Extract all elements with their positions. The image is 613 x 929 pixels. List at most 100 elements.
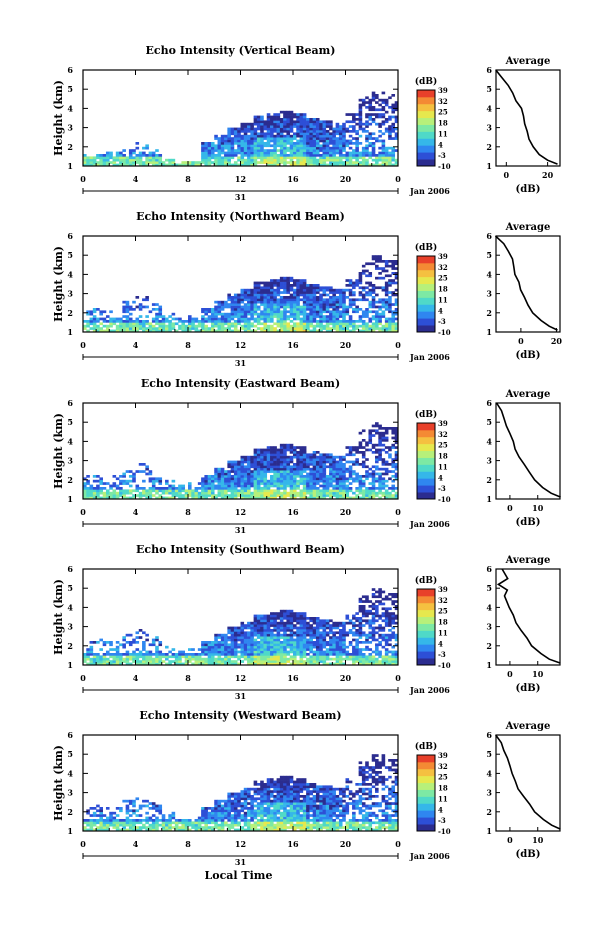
heatmap-cell xyxy=(375,276,379,280)
heatmap-cell xyxy=(217,322,222,326)
colorbar-swatch xyxy=(417,492,435,500)
heatmap-cell xyxy=(338,487,343,490)
heatmap-cell xyxy=(332,296,336,299)
heatmap-cell xyxy=(352,324,356,328)
heatmap-cell xyxy=(391,303,396,306)
heatmap-cell xyxy=(201,641,205,644)
heatmap-cell xyxy=(273,482,277,485)
heatmap-cell xyxy=(381,491,386,495)
heatmap-cell xyxy=(266,617,271,620)
heatmap-cell xyxy=(276,458,281,461)
heatmap-cell xyxy=(391,106,396,109)
heatmap-cell xyxy=(299,446,304,449)
heatmap-cell xyxy=(299,130,304,133)
heatmap-cell xyxy=(102,653,107,656)
heatmap-cell xyxy=(286,621,291,625)
heatmap-cell xyxy=(361,491,366,495)
heatmap-cell xyxy=(220,300,225,304)
heatmap-cell xyxy=(361,453,366,457)
heatmap-cell xyxy=(276,650,281,654)
heatmap-cell xyxy=(388,118,392,121)
heatmap-cell xyxy=(322,156,327,160)
heatmap-cell xyxy=(240,144,245,148)
heatmap-cell xyxy=(338,130,343,133)
heatmap-cell xyxy=(270,470,274,473)
heatmap-cell xyxy=(165,645,169,649)
heatmap-cell xyxy=(358,103,363,107)
heatmap-cell xyxy=(302,317,307,321)
heatmap-cell xyxy=(178,489,182,493)
heatmap-cell xyxy=(263,288,268,292)
heatmap-cell xyxy=(214,653,218,656)
heatmap-cell xyxy=(293,472,297,476)
heatmap-cell xyxy=(217,146,222,150)
heatmap-cell xyxy=(394,108,399,112)
heatmap-cell xyxy=(250,324,254,328)
heatmap-cell xyxy=(338,496,343,500)
heatmap-cell xyxy=(319,458,323,461)
heatmap-cell xyxy=(214,638,218,642)
heatmap-cell xyxy=(335,137,340,140)
heatmap-cell xyxy=(283,491,287,495)
colorbar-swatch xyxy=(417,117,435,125)
heatmap-cell xyxy=(151,479,156,483)
heatmap-cell xyxy=(155,303,159,306)
heatmap-cell xyxy=(227,479,231,483)
x-tick-label: 0 xyxy=(395,340,401,350)
heatmap-cell xyxy=(358,619,363,623)
heatmap-cell xyxy=(381,286,386,290)
heatmap-cell xyxy=(332,142,336,145)
heatmap-cell xyxy=(168,655,172,659)
heatmap-cell xyxy=(279,291,284,294)
heatmap-cell xyxy=(293,489,297,493)
heatmap-cell xyxy=(365,137,369,140)
heatmap-cell xyxy=(138,629,143,632)
heatmap-cell xyxy=(247,460,251,464)
heatmap-cell xyxy=(289,288,294,292)
heatmap-cell xyxy=(247,296,251,299)
heatmap-cell xyxy=(102,496,107,500)
heatmap-cell xyxy=(312,300,317,304)
heatmap-cell xyxy=(119,329,123,333)
heatmap-cell xyxy=(270,451,274,454)
heatmap-cell xyxy=(309,470,313,473)
heatmap-cell xyxy=(299,455,304,459)
heatmap-cell xyxy=(355,643,359,647)
heatmap-cell xyxy=(322,142,327,145)
heatmap-cell xyxy=(158,310,163,314)
heatmap-cell xyxy=(388,308,392,311)
heatmap-cell xyxy=(355,458,359,461)
heatmap-cell xyxy=(286,484,291,488)
heatmap-cell xyxy=(348,305,353,309)
heatmap-cell xyxy=(266,115,271,119)
heatmap-cell xyxy=(174,655,179,659)
heatmap-cell xyxy=(266,484,271,488)
heatmap-cell xyxy=(260,479,264,483)
heatmap-cell xyxy=(329,158,333,162)
heatmap-cell xyxy=(365,458,369,461)
heatmap-cell xyxy=(224,156,228,160)
heatmap-cell xyxy=(201,494,205,497)
heatmap-cell xyxy=(296,327,300,330)
heatmap-cell xyxy=(240,631,245,635)
heatmap-cell xyxy=(165,317,169,321)
heatmap-cell xyxy=(352,448,356,452)
heatmap-cell xyxy=(381,494,386,497)
heatmap-cell xyxy=(243,653,248,656)
heatmap-cell xyxy=(125,327,130,330)
heatmap-cell xyxy=(391,137,396,140)
heatmap-cell xyxy=(233,638,238,642)
heatmap-cell xyxy=(279,137,284,140)
heatmap-cell xyxy=(109,496,113,500)
heatmap-cell xyxy=(220,636,225,639)
heatmap-cell xyxy=(256,614,261,618)
heatmap-cell xyxy=(355,154,359,157)
heatmap-cell xyxy=(345,653,350,656)
heatmap-cell xyxy=(260,296,264,299)
heatmap-cell xyxy=(237,305,241,309)
heatmap-cell xyxy=(312,161,317,164)
heatmap-cell xyxy=(368,494,373,497)
heatmap-cell xyxy=(132,494,136,497)
heatmap-cell xyxy=(296,300,300,304)
heatmap-cell xyxy=(119,657,123,661)
